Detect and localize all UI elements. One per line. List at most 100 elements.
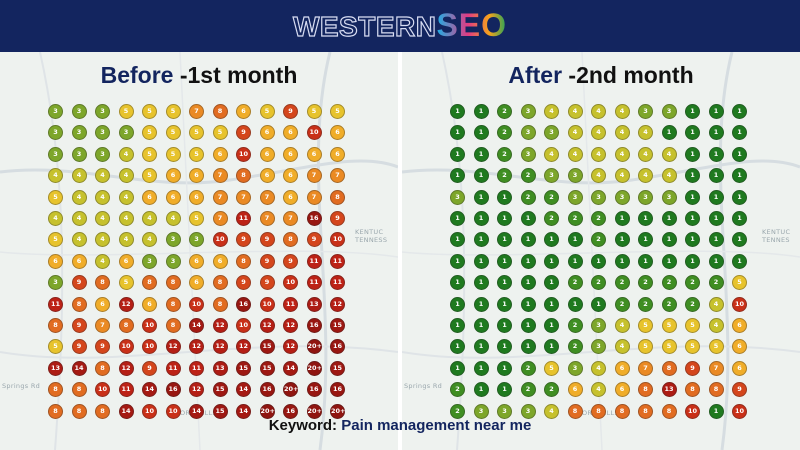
rank-marker: 3 [591, 189, 606, 205]
rank-marker: 10 [165, 403, 181, 419]
rank-marker: 5 [165, 146, 181, 162]
rank-marker: 6 [306, 146, 322, 162]
rank-marker: 11 [330, 275, 345, 291]
rank-marker: 11 [306, 253, 322, 269]
rank-marker: 9 [685, 360, 700, 376]
after-title-accent: After [508, 62, 563, 88]
rank-marker: 14 [236, 403, 251, 419]
rank-marker: 6 [259, 125, 275, 141]
rank-marker: 7 [638, 360, 653, 376]
rank-marker: 1 [497, 275, 512, 291]
rank-marker: 2 [567, 318, 583, 333]
rank-marker: 4 [661, 168, 677, 184]
rank-marker: 1 [450, 360, 465, 376]
rank-marker: 1 [708, 146, 724, 162]
rank-marker: 2 [638, 275, 653, 291]
rank-marker: 10 [212, 232, 228, 248]
rank-marker: 8 [48, 318, 63, 333]
rank-marker: 1 [520, 339, 536, 355]
rank-marker: 1 [450, 318, 465, 333]
rank-marker: 6 [71, 253, 87, 269]
rank-marker: 5 [638, 318, 653, 333]
rank-marker: 7 [212, 189, 228, 205]
rank-marker: 2 [661, 275, 677, 291]
rank-marker: 1 [614, 253, 630, 269]
rank-marker: 6 [732, 360, 747, 376]
rank-marker: 7 [189, 104, 204, 119]
rank-marker: 4 [71, 189, 87, 205]
rank-marker: 9 [71, 339, 87, 355]
rank-marker: 10 [732, 403, 747, 419]
rank-marker: 3 [567, 360, 583, 376]
rank-marker: 10 [306, 125, 322, 141]
rank-marker: 3 [544, 125, 559, 141]
rank-marker: 1 [473, 360, 489, 376]
rank-marker: 5 [259, 104, 275, 119]
rank-marker: 20+ [259, 403, 275, 419]
rank-marker: 16 [236, 296, 251, 312]
rank-marker: 8 [165, 275, 181, 291]
rank-marker: 13 [212, 360, 228, 376]
rank-marker: 3 [567, 189, 583, 205]
rank-marker: 6 [142, 189, 157, 205]
rank-marker: 5 [142, 168, 157, 184]
rank-marker: 8 [661, 403, 677, 419]
rank-marker: 3 [520, 104, 536, 119]
rank-marker: 1 [708, 211, 724, 226]
rank-marker: 4 [118, 189, 134, 205]
rank-marker: 1 [685, 125, 700, 141]
rank-marker: 6 [330, 125, 345, 141]
rank-marker: 1 [473, 382, 489, 398]
rank-marker: 8 [48, 403, 63, 419]
rank-marker: 5 [165, 104, 181, 119]
rank-marker: 3 [591, 339, 606, 355]
rank-marker: 2 [497, 168, 512, 184]
rank-marker: 5 [212, 125, 228, 141]
rank-marker: 2 [591, 232, 606, 248]
rank-marker: 1 [473, 318, 489, 333]
rank-marker: 15 [212, 403, 228, 419]
rank-marker: 14 [283, 360, 298, 376]
rank-marker: 8 [236, 168, 251, 184]
rank-marker: 4 [118, 232, 134, 248]
rank-marker: 13 [48, 360, 63, 376]
rank-marker: 8 [638, 382, 653, 398]
rank-marker: 3 [520, 403, 536, 419]
rank-marker: 1 [544, 296, 559, 312]
rank-marker: 1 [591, 296, 606, 312]
rank-marker: 1 [685, 189, 700, 205]
rank-marker: 1 [497, 211, 512, 226]
before-title-rest: -1st month [173, 62, 298, 88]
after-title-rest: -2nd month [562, 62, 694, 88]
rank-marker: 1 [497, 232, 512, 248]
rank-marker: 9 [95, 339, 110, 355]
rank-marker: 1 [732, 168, 747, 184]
rank-marker: 20+ [306, 360, 322, 376]
rank-marker: 3 [520, 146, 536, 162]
rank-marker: 10 [95, 382, 110, 398]
rank-marker: 1 [685, 253, 700, 269]
logo-text-western: WESTERN [292, 10, 437, 42]
rank-marker: 10 [142, 339, 157, 355]
rank-marker: 4 [118, 168, 134, 184]
before-title-accent: Before [100, 62, 174, 88]
map-label-springs-rd: Springs Rd [404, 382, 443, 390]
map-label-tennessee: TENNESS [355, 236, 388, 244]
rank-marker: 11 [330, 253, 345, 269]
rank-marker: 1 [685, 211, 700, 226]
rank-marker: 1 [450, 339, 465, 355]
rank-marker: 14 [189, 318, 204, 333]
rank-marker: 16 [330, 382, 345, 398]
rank-marker: 1 [473, 253, 489, 269]
rank-marker: 5 [306, 104, 322, 119]
rank-marker: 4 [118, 211, 134, 226]
rank-marker: 3 [165, 253, 181, 269]
panel-divider [398, 52, 402, 450]
rank-marker: 4 [567, 104, 583, 119]
rank-marker: 1 [661, 253, 677, 269]
logo-text-seo: SEO [436, 7, 508, 43]
rank-marker: 15 [259, 339, 275, 355]
rank-marker: 10 [118, 339, 134, 355]
rank-marker: 4 [591, 382, 606, 398]
map-label-kentucky: KENTUC [762, 228, 791, 236]
